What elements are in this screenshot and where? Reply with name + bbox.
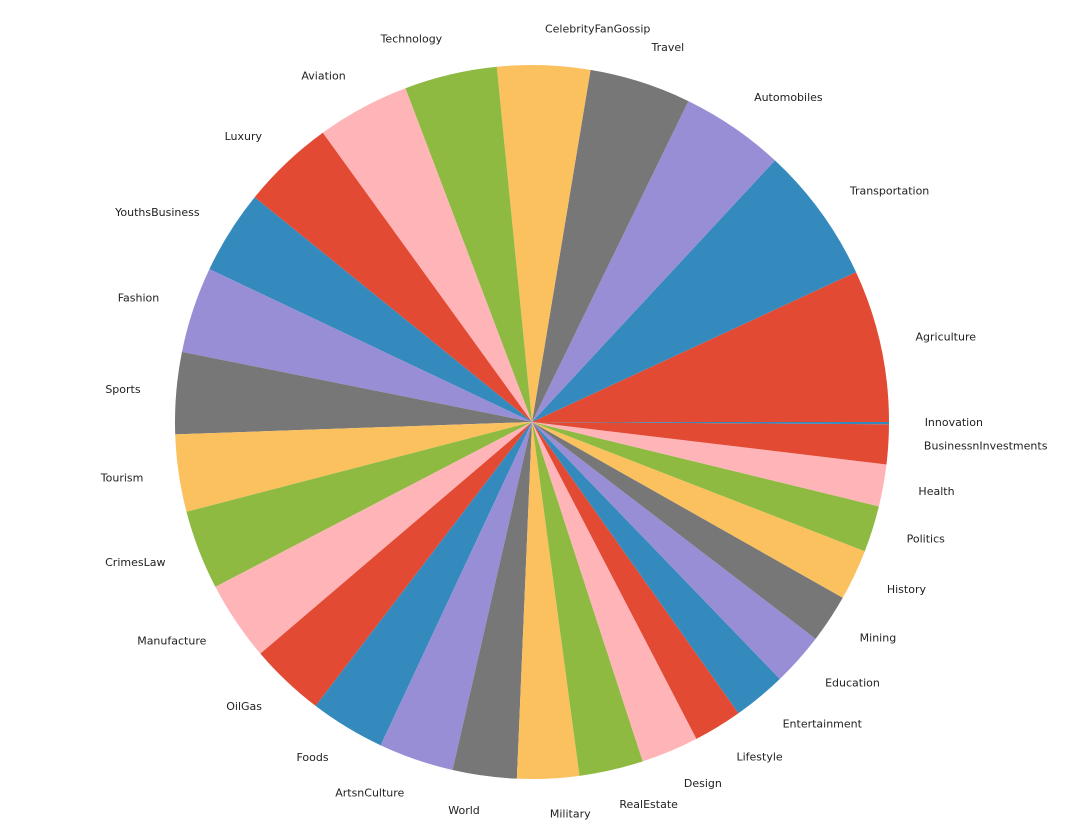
pie-slice — [175, 351, 532, 435]
pie-slice — [181, 269, 532, 422]
pie-slice — [322, 88, 532, 422]
slice-label: CelebrityFanGossip — [545, 23, 650, 36]
pie-slice — [254, 132, 532, 422]
slice-label: ArtsnCulture — [335, 786, 404, 799]
slice-label: Mining — [860, 631, 897, 644]
slice-label: Lifestyle — [736, 750, 782, 763]
slice-label: Entertainment — [783, 717, 863, 730]
pie-slice — [532, 422, 643, 776]
pie-slice — [532, 272, 889, 422]
pie-slice — [532, 160, 857, 422]
pie-slice — [175, 422, 533, 512]
pie-slice — [532, 101, 775, 422]
pie-slice — [209, 197, 532, 422]
slice-label: Education — [825, 676, 880, 689]
pie-slice — [405, 66, 532, 422]
slice-label: Agriculture — [916, 331, 977, 344]
slice-label: Fashion — [118, 291, 160, 304]
slice-label: World — [448, 804, 480, 817]
pie-slice — [532, 422, 816, 679]
pie-slice — [186, 422, 532, 587]
pie-slice — [532, 422, 865, 598]
slice-label: Innovation — [925, 416, 983, 429]
pie-slice — [452, 422, 532, 779]
pie-slice — [380, 422, 532, 771]
pie-slice — [532, 422, 887, 507]
pie-slice — [532, 422, 780, 714]
slice-label: Tourism — [100, 471, 144, 484]
slice-label: Foods — [296, 751, 328, 764]
pie-slice — [215, 422, 533, 654]
slice-label: History — [887, 583, 927, 596]
slice-label: Aviation — [301, 69, 345, 82]
slice-label: Sports — [105, 383, 141, 396]
pie-slice — [532, 69, 689, 422]
slice-label: Transportation — [849, 184, 929, 197]
slice-label: Politics — [907, 533, 946, 546]
slice-label: RealEstate — [619, 798, 678, 811]
pie-slice — [532, 422, 843, 639]
pie-slice — [496, 64, 591, 422]
pie-slice — [532, 422, 879, 552]
slice-label: OilGas — [226, 700, 262, 713]
slice-label: YouthsBusiness — [114, 206, 200, 219]
slice-label: BusinessnInvestments — [924, 440, 1048, 453]
slice-label: Manufacture — [137, 635, 206, 648]
slice-label: Luxury — [225, 130, 263, 143]
pie-slice — [532, 422, 739, 739]
pie-slice — [532, 422, 889, 465]
slice-label: CrimesLaw — [105, 556, 165, 569]
pie-slice — [532, 422, 889, 425]
slice-label: Design — [684, 777, 722, 790]
slice-label: Health — [918, 485, 954, 498]
pie-slice — [260, 422, 532, 706]
pie-slice — [516, 422, 580, 779]
slice-label: Technology — [380, 33, 443, 46]
pie-slice — [532, 422, 697, 762]
slice-label: Automobiles — [754, 91, 823, 104]
slice-label: Military — [550, 807, 591, 820]
pie-slice — [315, 422, 532, 746]
slice-label: Travel — [650, 41, 684, 54]
